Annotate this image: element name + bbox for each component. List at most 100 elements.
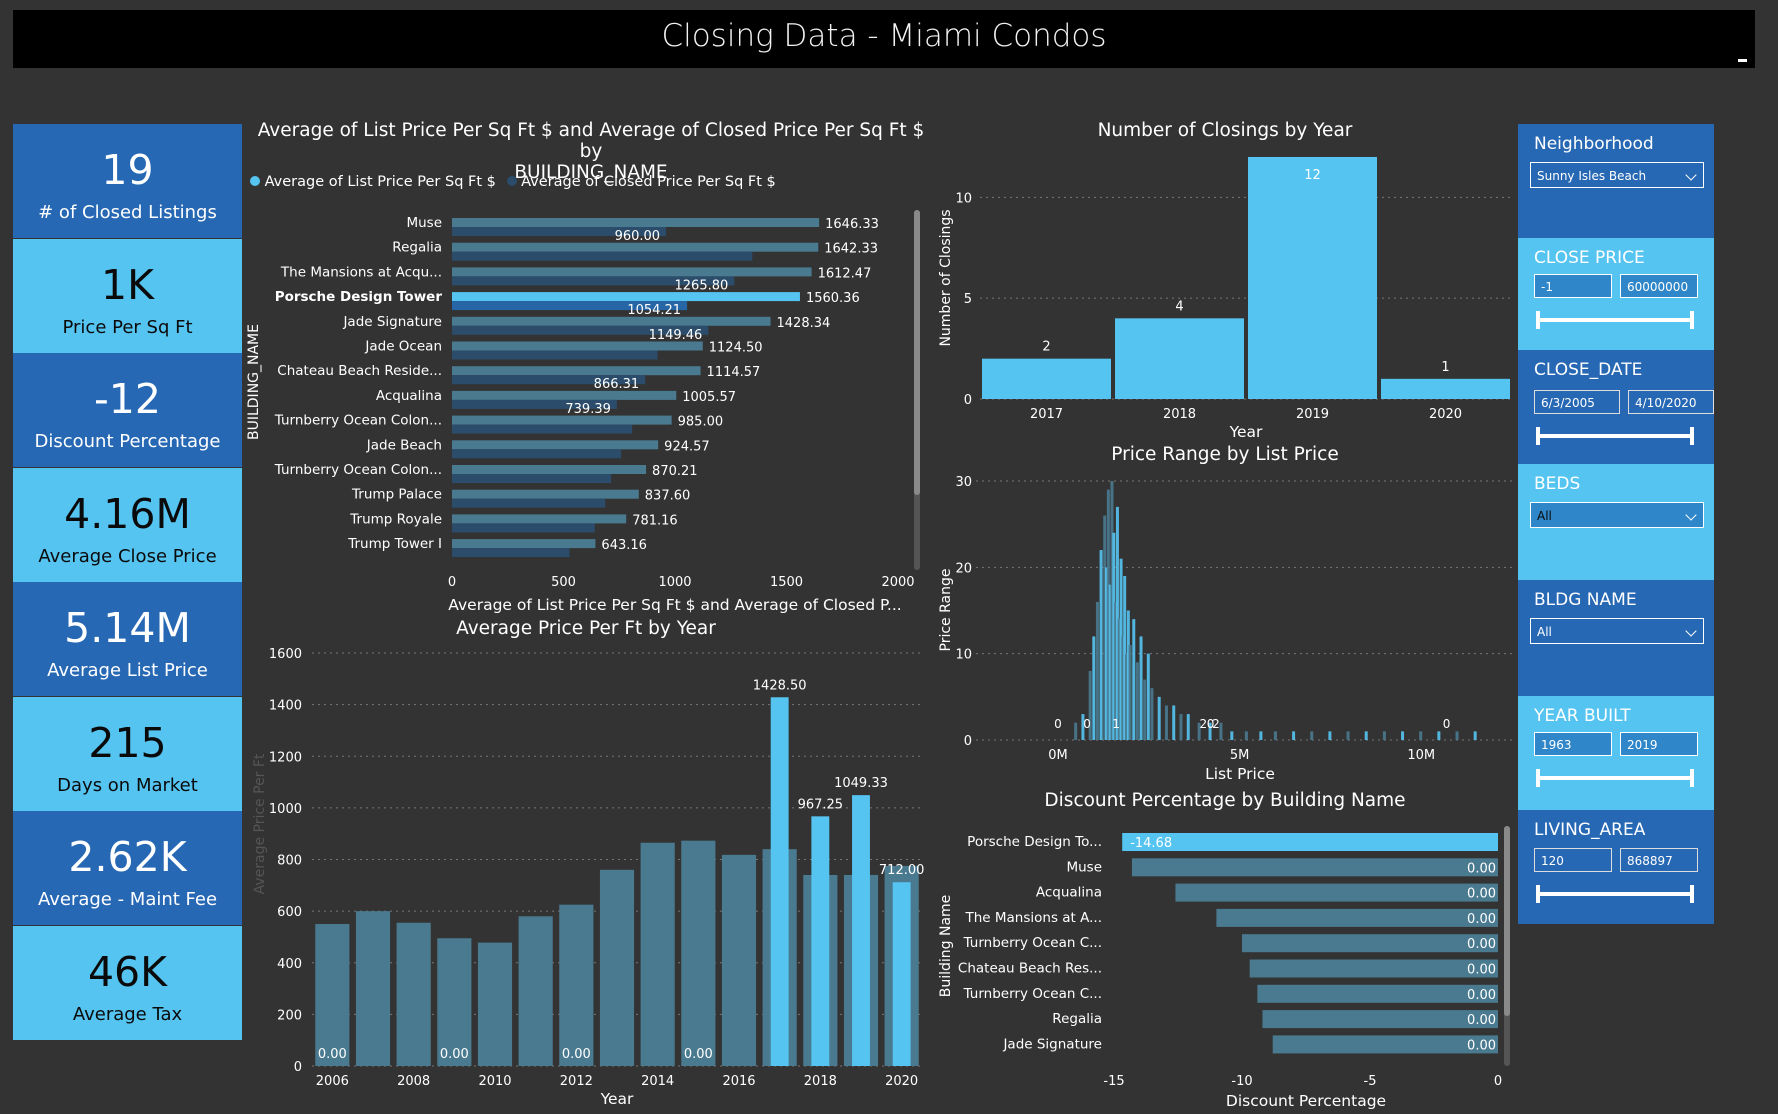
close-price-slider[interactable] <box>1536 311 1694 329</box>
bar-discount <box>1131 858 1498 877</box>
beds-dropdown[interactable]: All <box>1530 502 1704 528</box>
data-label-closed: 1265.80 <box>675 278 729 293</box>
histogram-bar <box>1219 722 1223 740</box>
year-built-max-input[interactable]: 2019 <box>1620 732 1698 756</box>
bldg-name-dropdown[interactable]: All <box>1530 618 1704 644</box>
x-tick-label: 2016 <box>722 1074 755 1089</box>
living-area-max-input[interactable]: 868897 <box>1620 848 1698 872</box>
close-date-min-input[interactable]: 6/3/2005 <box>1534 390 1620 414</box>
data-label-list: 1005.57 <box>682 390 736 405</box>
bar-closed-price <box>452 449 622 459</box>
x-axis-label: Year <box>600 1090 634 1108</box>
histogram-bar <box>1128 645 1132 740</box>
slider-handle-min[interactable] <box>1536 311 1540 329</box>
histogram-bar <box>1473 731 1477 740</box>
kpi-value: 46K <box>87 947 168 996</box>
data-label-list: 1642.33 <box>824 242 878 257</box>
histogram-bar <box>1106 489 1110 740</box>
bar-avg-price <box>721 854 757 1066</box>
histogram-bar <box>1208 722 1212 740</box>
data-label: 0.00 <box>1467 1013 1496 1028</box>
slicer-bldg-name: BLDG NAME All <box>1518 580 1714 696</box>
histogram-bar <box>1115 506 1119 740</box>
x-tick-label: 2010 <box>478 1074 511 1089</box>
slicer-beds: BEDS All <box>1518 464 1714 580</box>
data-label-list: 837.60 <box>645 489 691 504</box>
bar-closings <box>982 358 1111 399</box>
chevron-down-icon <box>1685 625 1697 637</box>
slider-handle-max[interactable] <box>1690 769 1694 787</box>
category-label: Regalia <box>392 240 442 256</box>
bar-closed-price <box>452 276 735 286</box>
close-date-slider[interactable] <box>1536 427 1694 445</box>
bar-discount <box>1242 934 1498 953</box>
bar-avg-price <box>437 938 472 1066</box>
slicer-close-date: CLOSE_DATE 6/3/2005 4/10/2020 <box>1518 350 1714 464</box>
data-label-closed: 739.39 <box>565 402 611 417</box>
slicer-bldg-name-label: BLDG NAME <box>1534 590 1637 610</box>
x-tick-label: 1000 <box>658 575 691 590</box>
data-label: 0.00 <box>318 1047 347 1062</box>
histogram-bar <box>1135 662 1139 740</box>
y-tick-label: 200 <box>277 1008 302 1023</box>
histogram-bar <box>1074 722 1078 740</box>
avg-price-per-ft-by-year-chart[interactable]: 0 200 400 600 800 1000 1200 1400 1600 Average Pri… <box>246 644 926 1112</box>
slider-handle-max[interactable] <box>1690 427 1694 445</box>
histogram-bar <box>1103 515 1107 740</box>
slider-handle-min[interactable] <box>1536 427 1540 445</box>
close-price-max-input[interactable]: 60000000 <box>1620 274 1698 298</box>
price-range-chart-title: Price Range by List Price <box>1111 444 1339 465</box>
living-area-min-input[interactable]: 120 <box>1534 848 1612 872</box>
data-label-list: 870.21 <box>652 464 698 479</box>
x-tick-label: 2014 <box>641 1074 674 1089</box>
legend-list-label[interactable]: Average of List Price Per Sq Ft $ <box>264 174 496 190</box>
close-date-max-input[interactable]: 4/10/2020 <box>1628 390 1714 414</box>
category-label: Porsche Design Tower <box>275 289 443 305</box>
ppsf-by-building-chart[interactable]: BUILDING_NAME Muse 1646.33 960.00 Regalia 164… <box>246 200 936 620</box>
minimize-icon[interactable] <box>1738 59 1747 62</box>
x-tick-label: 2019 <box>1296 407 1329 422</box>
bar-highlight <box>892 882 911 1066</box>
legend-closed-label[interactable]: Average of Closed Price Per Sq Ft $ <box>521 174 776 190</box>
bar-discount <box>1272 1035 1498 1054</box>
neighborhood-dropdown[interactable]: Sunny Isles Beach <box>1530 162 1704 188</box>
category-label: Trump Palace <box>351 487 442 503</box>
ppsf-legend: Average of List Price Per Sq Ft $ Averag… <box>250 174 776 190</box>
x-tick-label: 2006 <box>316 1074 349 1089</box>
slider-handle-min[interactable] <box>1536 885 1540 903</box>
data-label-list: 1646.33 <box>825 217 879 232</box>
living-area-slider[interactable] <box>1536 885 1694 903</box>
category-label: Jade Signature <box>1002 1036 1102 1052</box>
slider-handle-min[interactable] <box>1536 769 1540 787</box>
slider-handle-max[interactable] <box>1690 311 1694 329</box>
y-axis-label: BUILDING_NAME <box>246 324 262 440</box>
bar-highlight <box>811 816 830 1066</box>
y-tick-label: 0 <box>964 393 972 408</box>
histogram-bar <box>1125 653 1129 740</box>
discount-by-building-chart[interactable]: Building Name Porsche Design To... -14.68 M… <box>936 816 1516 1114</box>
bar-highlight <box>852 795 870 1066</box>
year-built-min-input[interactable]: 1963 <box>1534 732 1612 756</box>
kpi-card: -12 Discount Percentage <box>13 353 242 467</box>
bar-closed-price <box>452 523 595 533</box>
discount-chart-title: Discount Percentage by Building Name <box>1044 790 1406 811</box>
bar-discount <box>1262 1010 1498 1029</box>
data-label: 1 <box>1441 360 1449 375</box>
data-label: 0.00 <box>562 1047 591 1062</box>
kpi-value: -12 <box>94 375 161 423</box>
bar-avg-price <box>477 942 513 1066</box>
year-built-slider[interactable] <box>1536 769 1694 787</box>
slider-handle-max[interactable] <box>1690 885 1694 903</box>
x-axis-label: Year <box>1229 423 1263 441</box>
category-label: Chateau Beach Res... <box>958 961 1102 977</box>
close-price-min-input[interactable]: -1 <box>1534 274 1612 298</box>
data-label-closed: 1054.21 <box>627 303 681 318</box>
category-label: Acqualina <box>1036 885 1102 901</box>
y-tick-label: 5 <box>964 292 972 307</box>
data-label: 0.00 <box>1467 988 1496 1003</box>
histogram-bar <box>1143 679 1147 740</box>
bar-list-price <box>452 292 800 302</box>
x-tick-label: 2000 <box>881 575 914 590</box>
